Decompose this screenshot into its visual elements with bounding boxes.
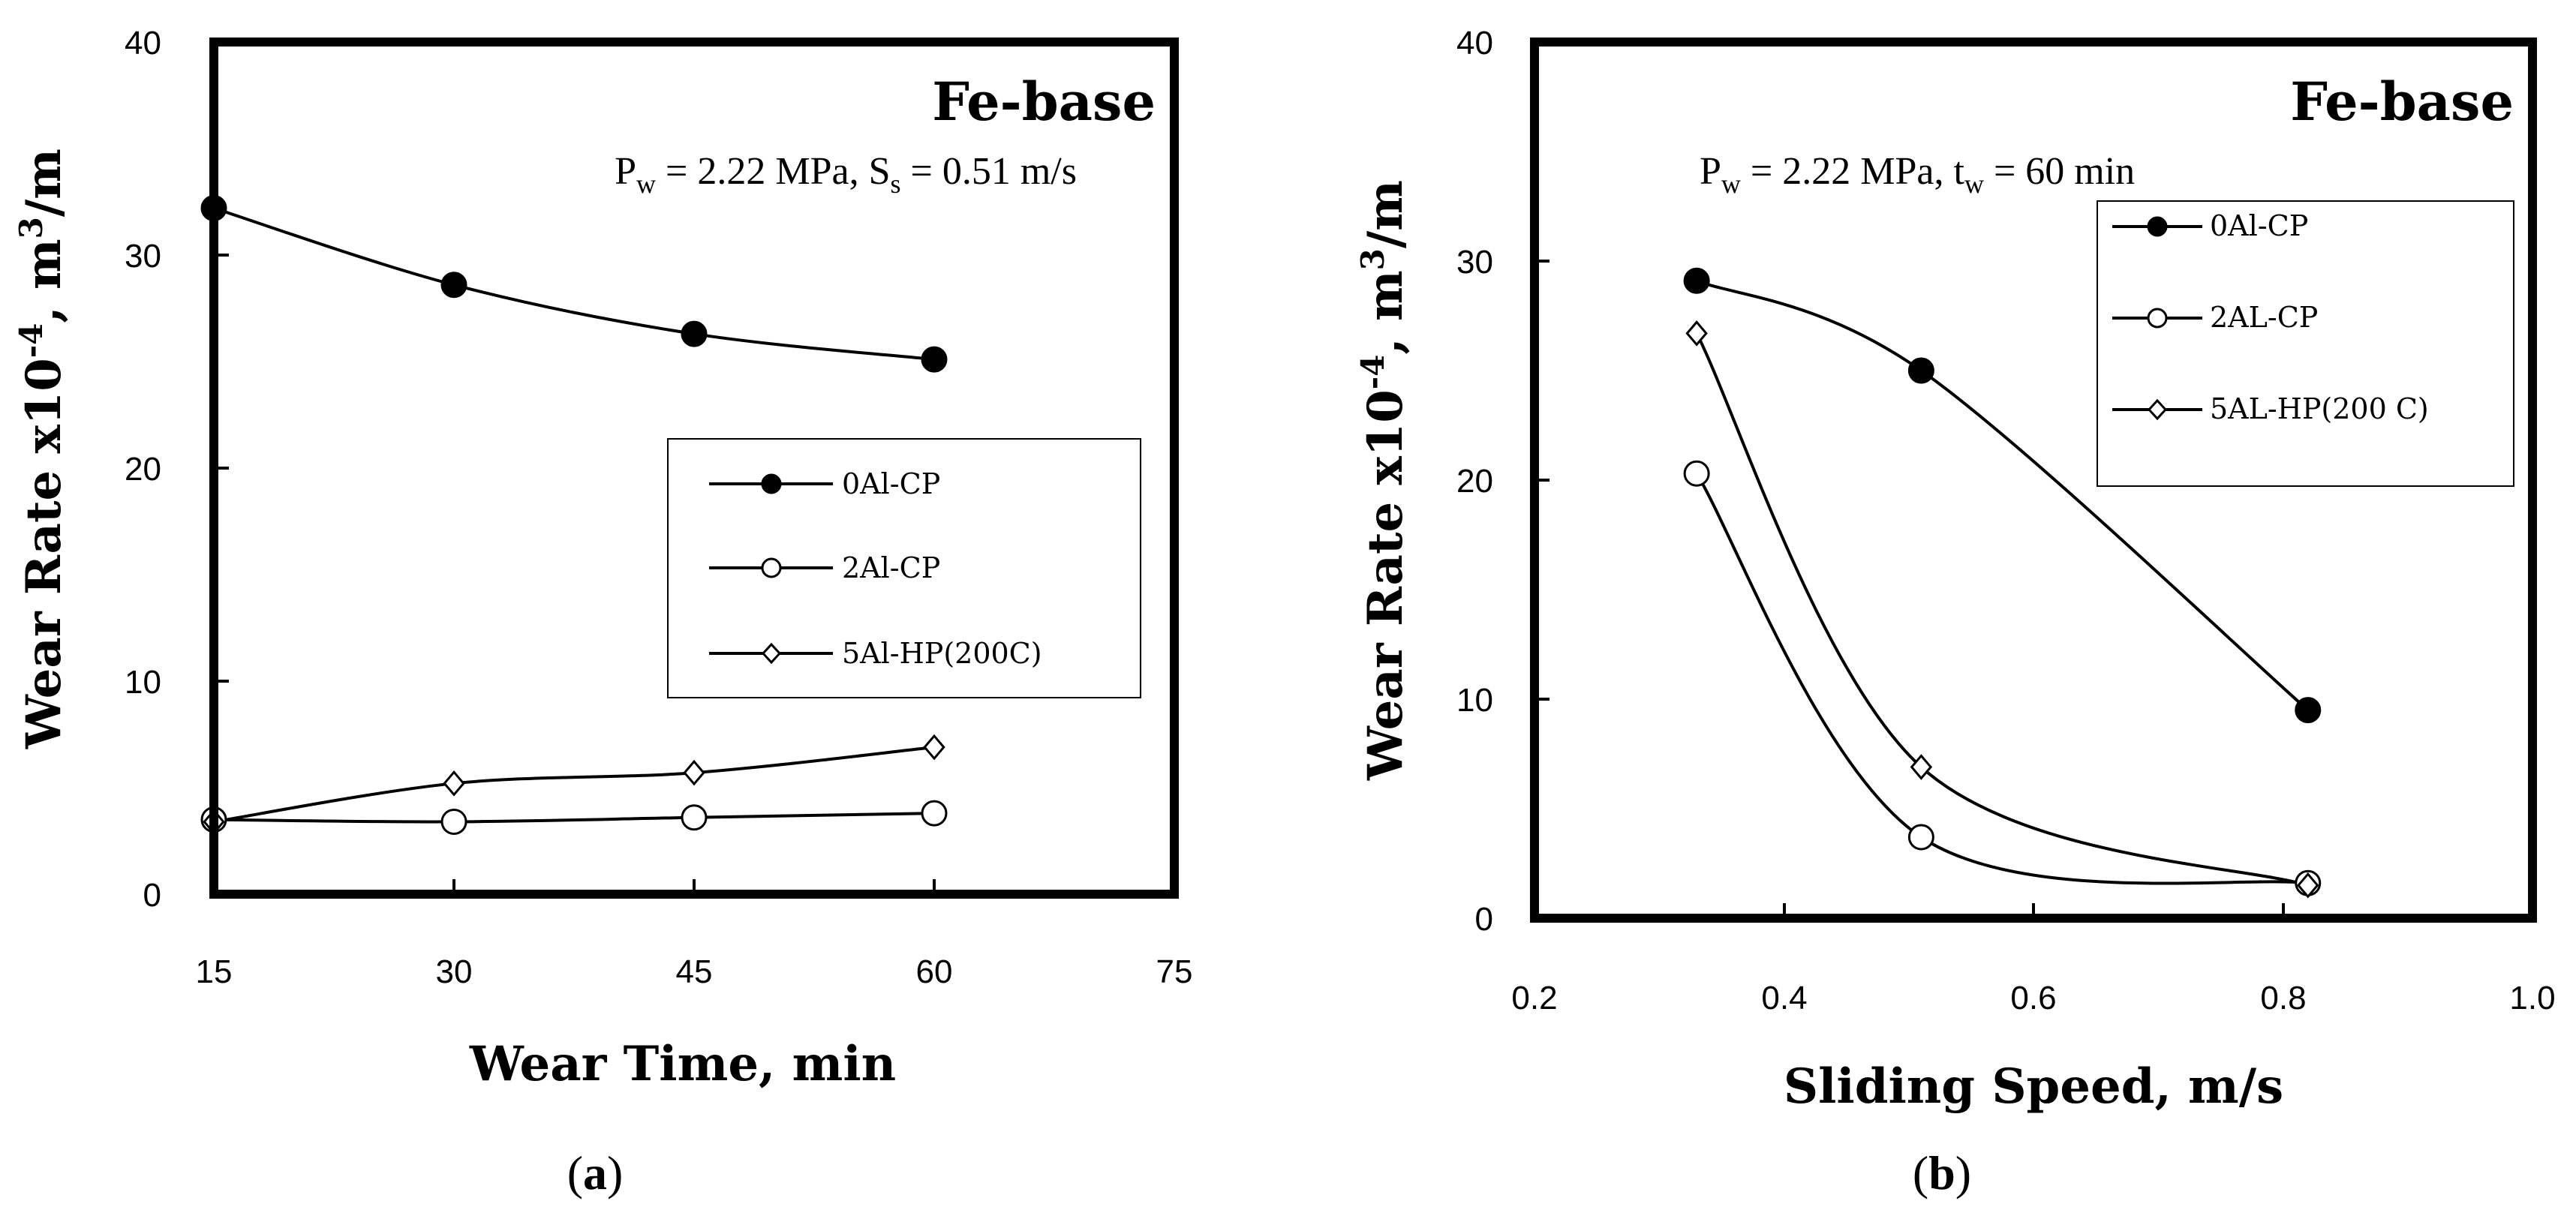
chart-b-ytick-10: 10 bbox=[1456, 682, 1493, 719]
chart-b-legend-marker-1 bbox=[2147, 308, 2168, 329]
chart-a-ytick-20: 20 bbox=[125, 451, 161, 488]
chart-b-xlabel: Sliding Speed, m/s bbox=[1784, 1058, 2283, 1115]
chart-a-point-s1-1 bbox=[440, 808, 467, 835]
chart-b: Wear Rate x10-4, m3/m 0 10 20 30 40 0.2 … bbox=[1354, 25, 2556, 1199]
chart-a-base-label: Fe-base bbox=[932, 71, 1156, 133]
chart-b-point-s1-1 bbox=[1907, 824, 1934, 851]
panel-b-label: (b) bbox=[1913, 1146, 1971, 1199]
chart-a-ytick-40: 40 bbox=[125, 25, 161, 62]
chart-b-legend-marker-2 bbox=[2147, 398, 2168, 421]
chart-a-legend: 0Al-CP 2Al-CP 5Al-HP(200C) bbox=[667, 438, 1141, 698]
chart-b-point-s1-0 bbox=[1683, 460, 1710, 487]
chart-a-legend-label-0: 0Al-CP bbox=[842, 467, 940, 500]
chart-a-ytick-30: 30 bbox=[125, 238, 161, 275]
chart-b-conditions: Pw = 2.22 MPa, tw = 60 min bbox=[1700, 150, 2135, 199]
panel-a-label: (a) bbox=[567, 1146, 624, 1199]
chart-a-series-line-1 bbox=[213, 812, 935, 824]
chart-a-legend-label-2: 5Al-HP(200C) bbox=[842, 637, 1042, 670]
chart-a-series-line-0 bbox=[213, 206, 935, 362]
chart-b-xtick-0.4: 0.4 bbox=[1761, 980, 1807, 1016]
chart-b-point-s2-0 bbox=[1685, 320, 1708, 347]
chart-a-legend-label-1: 2Al-CP bbox=[842, 551, 940, 584]
chart-a-point-s2-1 bbox=[443, 770, 465, 797]
chart-a-point-s1-3 bbox=[921, 800, 948, 827]
chart-a-xtick-30: 30 bbox=[436, 953, 473, 990]
chart-a-legend-marker-0 bbox=[761, 473, 782, 494]
chart-a-ytick-10: 10 bbox=[125, 664, 161, 701]
chart-b-point-s2-1 bbox=[1910, 754, 1933, 780]
chart-b-ytick-0: 0 bbox=[1475, 901, 1493, 938]
chart-a-conditions: Pw = 2.22 MPa, Ss = 0.51 m/s bbox=[615, 150, 1077, 199]
chart-b-frame bbox=[1530, 38, 2537, 923]
chart-b-xtick-0.2: 0.2 bbox=[1511, 980, 1557, 1016]
chart-b-legend-label-1: 2AL-CP bbox=[2210, 301, 2318, 334]
chart-b-point-s0-0 bbox=[1683, 267, 1710, 294]
chart-a-xtick-60: 60 bbox=[916, 953, 953, 990]
chart-b-xtick-0.8: 0.8 bbox=[2260, 980, 2306, 1016]
chart-a-frame bbox=[209, 38, 1179, 899]
chart-a-ytick-0: 0 bbox=[143, 877, 161, 914]
chart-a-xlabel: Wear Time, min bbox=[469, 1036, 896, 1092]
chart-a: Wear Rate x10-4, m3/m 0 10 20 30 40 15 3… bbox=[13, 25, 1192, 1199]
chart-a-point-s0-1 bbox=[440, 272, 467, 299]
chart-b-ytick-40: 40 bbox=[1456, 25, 1493, 62]
chart-b-base-label: Fe-base bbox=[2290, 71, 2514, 133]
chart-b-legend: 0Al-CP 2AL-CP 5AL-HP(200 C) bbox=[2097, 200, 2514, 487]
chart-a-point-s0-2 bbox=[681, 320, 708, 347]
chart-b-legend-label-0: 0Al-CP bbox=[2210, 209, 2308, 242]
chart-b-series-line-1 bbox=[1695, 473, 2308, 885]
chart-b-point-s2-2 bbox=[2297, 872, 2319, 899]
chart-b-xtick-1.0: 1.0 bbox=[2509, 980, 2555, 1016]
chart-a-xtick-75: 75 bbox=[1156, 953, 1193, 990]
chart-a-xtick-45: 45 bbox=[676, 953, 713, 990]
chart-a-series-line-2 bbox=[213, 746, 935, 824]
chart-a-point-s2-2 bbox=[683, 759, 705, 786]
chart-a-legend-marker-2 bbox=[761, 642, 782, 665]
chart-a-point-s0-3 bbox=[921, 346, 948, 373]
chart-a-point-s2-3 bbox=[923, 734, 945, 761]
chart-a-legend-marker-1 bbox=[761, 557, 782, 578]
chart-b-ytick-20: 20 bbox=[1456, 463, 1493, 500]
chart-b-point-s0-2 bbox=[2295, 697, 2322, 724]
chart-b-plot-area bbox=[1683, 267, 2322, 899]
chart-b-series-line-0 bbox=[1696, 279, 2310, 712]
chart-b-xtick-0.6: 0.6 bbox=[2010, 980, 2056, 1016]
chart-a-ylabel: Wear Rate x10-4, m3/m bbox=[13, 149, 72, 749]
chart-b-legend-marker-0 bbox=[2147, 216, 2168, 237]
chart-a-point-s1-2 bbox=[681, 804, 708, 831]
chart-b-ylabel: Wear Rate x10-4, m3/m bbox=[1354, 180, 1414, 781]
chart-a-xtick-15: 15 bbox=[196, 953, 233, 990]
chart-b-ytick-30: 30 bbox=[1456, 244, 1493, 281]
chart-b-legend-label-2: 5AL-HP(200 C) bbox=[2210, 392, 2429, 425]
chart-b-legend-box bbox=[2097, 200, 2514, 487]
chart-b-point-s0-1 bbox=[1907, 357, 1934, 384]
